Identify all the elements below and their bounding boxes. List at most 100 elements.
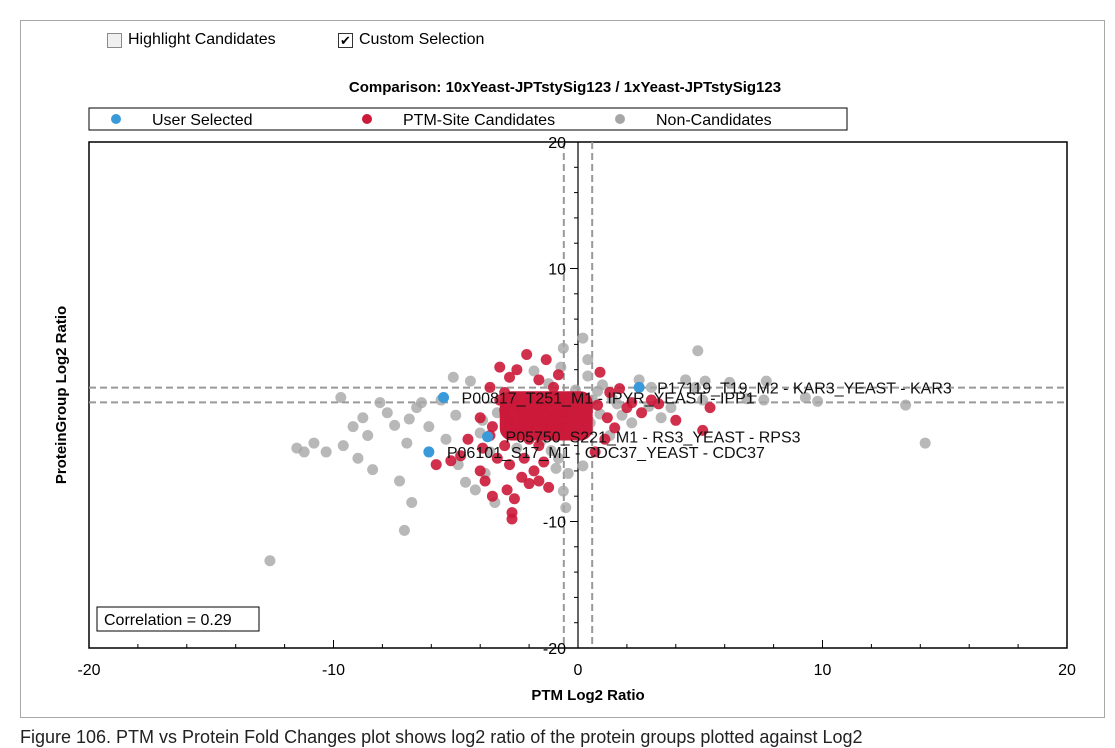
non-candidate-point: [552, 452, 564, 464]
x-tick-label: -20: [77, 662, 100, 679]
non-candidate-point: [389, 419, 401, 431]
point-label-0: P17119_T19_M2 - KAR3_YEAST - KAR3: [657, 380, 952, 397]
non-candidate-point: [919, 437, 931, 449]
y-tick-label: 10: [548, 262, 566, 279]
non-candidate-point: [398, 524, 410, 536]
legend-box: [88, 107, 848, 131]
legend-label-0: User Selected: [152, 112, 253, 129]
non-candidate-point: [440, 433, 452, 445]
custom-selection-box[interactable]: ✔: [338, 32, 353, 48]
highlight-candidates-label: Highlight Candidates: [128, 31, 276, 48]
non-candidate-point: [308, 437, 320, 449]
legend-label-2: Non-Candidates: [656, 112, 772, 129]
non-candidate-point: [423, 421, 435, 433]
candidate-point: [589, 446, 601, 458]
candidate-point: [594, 366, 606, 378]
non-candidate-point: [692, 345, 704, 357]
non-candidate-point: [469, 484, 481, 496]
non-candidate-point: [626, 417, 638, 429]
candidate-point: [455, 450, 467, 462]
candidate-point: [523, 419, 535, 431]
correlation-annotation: Correlation = 0.29: [104, 612, 232, 629]
candidate-point: [555, 395, 567, 407]
candidate-point: [486, 490, 498, 502]
candidate-point: [516, 413, 528, 425]
scatter-plot: Comparison: 10xYeast-JPTstySig123 / 1xYe…: [53, 79, 1076, 704]
candidate-point: [523, 433, 535, 445]
candidate-point: [533, 475, 545, 487]
non-candidate-point: [758, 394, 770, 406]
candidate-point: [535, 402, 547, 414]
user-selected-point-1: [438, 392, 450, 404]
non-candidate-point: [403, 413, 415, 425]
y-tick-label: -10: [543, 515, 566, 532]
legend-marker-1: [362, 114, 372, 124]
non-candidate-point: [264, 555, 276, 567]
non-candidate-point: [347, 421, 359, 433]
point-label-3: P06101_S17_M1 - CDC37_YEAST - CDC37: [447, 445, 765, 462]
y-axis-label: ProteinGroup Log2 Ratio: [53, 306, 70, 484]
highlight-candidates-box[interactable]: [107, 32, 122, 48]
candidate-point: [653, 398, 665, 410]
legend-label-1: PTM-Site Candidates: [403, 112, 555, 129]
non-candidate-point: [460, 476, 472, 488]
candidate-point: [430, 459, 442, 471]
candidate-point: [592, 399, 604, 411]
candidate-point: [504, 459, 516, 471]
candidate-point: [474, 465, 486, 477]
candidate-point: [533, 374, 545, 386]
candidate-point: [491, 452, 503, 464]
highlight-candidates-checkbox[interactable]: Highlight Candidates: [107, 31, 276, 49]
candidate-point: [508, 427, 520, 439]
candidate-point: [506, 513, 518, 525]
candidate-point: [626, 397, 638, 409]
candidate-point: [548, 381, 560, 393]
non-candidate-point: [697, 394, 709, 406]
candidate-point: [508, 493, 520, 505]
non-candidate-point: [545, 445, 557, 457]
y-tick-label: 20: [548, 135, 566, 152]
non-candidate-point: [557, 485, 569, 497]
custom-selection-checkbox[interactable]: ✔ Custom Selection: [338, 31, 484, 49]
candidate-point: [479, 475, 491, 487]
non-candidate-point: [335, 392, 347, 404]
point-label-1: P00817_T251_M1 - IPYR_YEAST - IPP1: [462, 391, 755, 408]
non-candidate-point: [352, 452, 364, 464]
non-candidate-point: [447, 371, 459, 383]
candidate-point: [484, 381, 496, 393]
correlation-box: [96, 606, 260, 632]
candidate-point: [504, 414, 516, 426]
legend-marker-0: [111, 114, 121, 124]
candidate-point: [494, 361, 506, 373]
x-tick-label: 20: [1058, 662, 1076, 679]
non-candidate-point: [357, 412, 369, 424]
legend-marker-2: [615, 114, 625, 124]
candidate-point: [445, 455, 457, 467]
non-candidate-point: [362, 429, 374, 441]
non-candidate-point: [560, 502, 572, 514]
non-candidate-point: [374, 397, 386, 409]
non-candidate-point: [381, 407, 393, 419]
non-candidate-point: [337, 440, 349, 452]
candidate-point: [670, 414, 682, 426]
candidate-point: [540, 354, 552, 366]
non-candidate-point: [298, 446, 310, 458]
candidate-point: [636, 407, 648, 419]
candidate-point: [697, 424, 709, 436]
candidate-point: [499, 440, 511, 452]
non-candidate-point: [900, 399, 912, 411]
non-candidate-point: [799, 392, 811, 404]
candidate-point: [548, 417, 560, 429]
non-candidate-point: [689, 381, 701, 393]
non-candidate-point: [406, 497, 418, 509]
non-candidate-point: [699, 375, 711, 387]
non-candidate-point: [450, 409, 462, 421]
non-candidate-point: [367, 464, 379, 476]
candidate-point: [474, 412, 486, 424]
candidate-point: [462, 433, 474, 445]
candidate-point: [614, 383, 626, 395]
candidate-point: [538, 456, 550, 468]
non-candidate-point: [582, 370, 594, 382]
non-candidate-point: [812, 395, 824, 407]
candidate-point: [557, 407, 569, 419]
